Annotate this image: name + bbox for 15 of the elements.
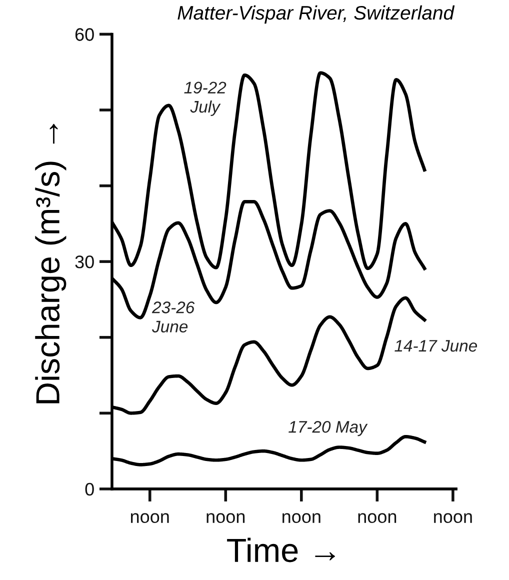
y-tick-label: 0	[85, 482, 94, 496]
series-label: 19-22 July	[184, 82, 226, 116]
series-label: 23-26 June	[152, 302, 195, 332]
y-tick-label: 30	[75, 256, 94, 268]
series-label: 14-17 June	[394, 340, 477, 352]
chart-title: Matter-Vispar River, Switzerland	[178, 5, 455, 24]
x-tick-label: noon	[282, 513, 320, 524]
series-label: 17-20 May	[288, 420, 368, 436]
x-tick-label: noon	[358, 513, 396, 524]
x-tick-label: noon	[434, 513, 472, 524]
y-tick-label: 60	[75, 28, 94, 41]
x-tick-label: noon	[130, 513, 169, 524]
x-tick-label: noon	[206, 513, 245, 524]
y-axis-title: Discharge (m³/s) →	[35, 124, 66, 404]
x-axis-title: Time →	[227, 538, 335, 562]
